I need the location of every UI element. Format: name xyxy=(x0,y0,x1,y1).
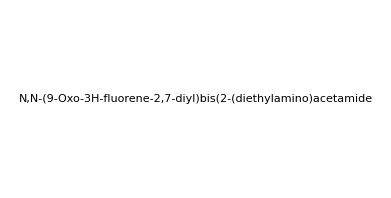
Text: N,N-(9-Oxo-3H-fluorene-2,7-diyl)bis(2-(diethylamino)acetamide: N,N-(9-Oxo-3H-fluorene-2,7-diyl)bis(2-(d… xyxy=(18,94,373,104)
